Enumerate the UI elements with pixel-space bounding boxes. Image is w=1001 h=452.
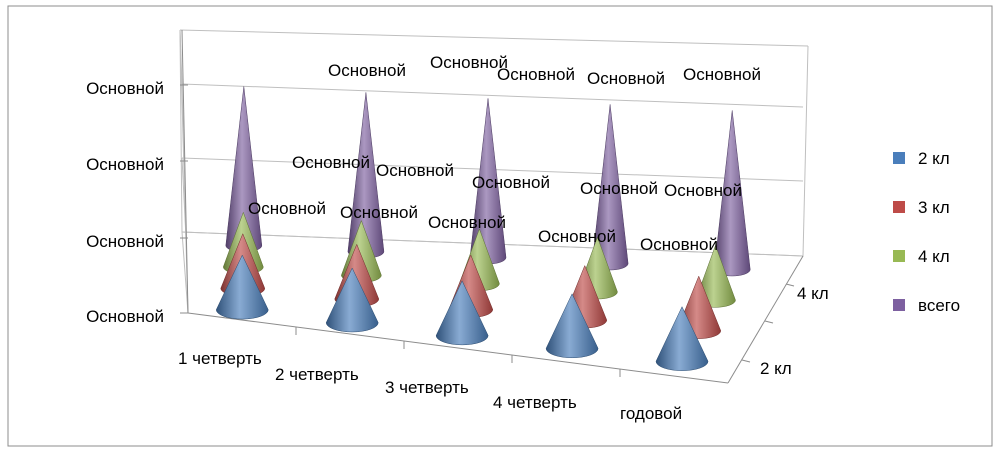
- z-tick-label: Основной: [86, 155, 164, 174]
- legend-swatch-2-кл: [893, 152, 905, 164]
- depth-tick: [741, 359, 751, 363]
- legend: 2 кл 3 кл 4 кл всего: [893, 149, 960, 315]
- series-axis-label-4-кл: 4 кл: [797, 284, 829, 303]
- legend-swatch-всего: [893, 299, 905, 311]
- z-tick-label: Основной: [86, 232, 164, 251]
- data-label-3-кл-2: Основной: [340, 203, 418, 222]
- data-label-4-кл-5: Основной: [664, 181, 742, 200]
- category-label-2: 2 четверть: [275, 365, 359, 384]
- legend-swatch-3-кл: [893, 201, 905, 213]
- data-label-4-кл-4: Основной: [580, 179, 658, 198]
- cone-2-кл-4: [545, 293, 599, 359]
- depth-tick: [764, 320, 774, 324]
- category-label-4: 4 четверть: [493, 393, 577, 412]
- legend-label-3-кл: 3 кл: [918, 198, 950, 217]
- data-label-4-кл-3: Основной: [472, 173, 550, 192]
- depth-tick: [785, 283, 795, 287]
- gridline: [179, 29, 183, 86]
- category-label-1: 1 четверть: [178, 349, 262, 368]
- data-label-всего-5: Основной: [683, 65, 761, 84]
- data-label-3-кл-1: Основной: [248, 199, 326, 218]
- data-label-4-кл-1: Основной: [292, 153, 370, 172]
- z-tick-label: Основной: [86, 307, 164, 326]
- legend-swatch-4-кл: [893, 250, 905, 262]
- cone-shape: [216, 254, 269, 320]
- data-label-3-кл-5: Основной: [640, 235, 718, 254]
- z-axis-line: [181, 29, 189, 314]
- series-axis-label-2-кл: 2 кл: [760, 359, 792, 378]
- gridline: [181, 83, 804, 108]
- cones-layer: [216, 86, 751, 371]
- category-label-5: годовой: [620, 404, 682, 423]
- data-label-всего-1: Основной: [328, 61, 406, 80]
- cone-2-кл-2: [325, 267, 379, 333]
- cone-shape: [545, 293, 599, 359]
- legend-label-всего: всего: [918, 296, 960, 315]
- cone-2-кл-3: [435, 280, 489, 346]
- cone-shape: [655, 306, 709, 371]
- data-label-4-кл-2: Основной: [376, 161, 454, 180]
- z-tick-label: Основной: [86, 79, 164, 98]
- gridline: [181, 83, 185, 162]
- x-axis-line: [187, 312, 729, 384]
- gridline: [181, 231, 189, 314]
- depth-axis-line: [727, 255, 804, 384]
- legend-label-4-кл: 4 кл: [918, 247, 950, 266]
- data-label-3-кл-4: Основной: [538, 227, 616, 246]
- cone-shape: [435, 280, 489, 346]
- gridline: [179, 29, 809, 47]
- gridline: [181, 157, 187, 239]
- data-label-всего-3: Основной: [497, 65, 575, 84]
- data-label-всего-2: Основной: [430, 53, 508, 72]
- data-label-всего-4: Основной: [587, 69, 665, 88]
- cone-shape: [325, 267, 379, 333]
- cone-2-кл-5: [655, 306, 709, 371]
- legend-label-2-кл: 2 кл: [918, 149, 950, 168]
- category-label-3: 3 четверть: [385, 378, 469, 397]
- gridlines: [179, 29, 809, 314]
- data-label-3-кл-3: Основной: [428, 213, 506, 232]
- cone-2-кл-1: [216, 254, 269, 320]
